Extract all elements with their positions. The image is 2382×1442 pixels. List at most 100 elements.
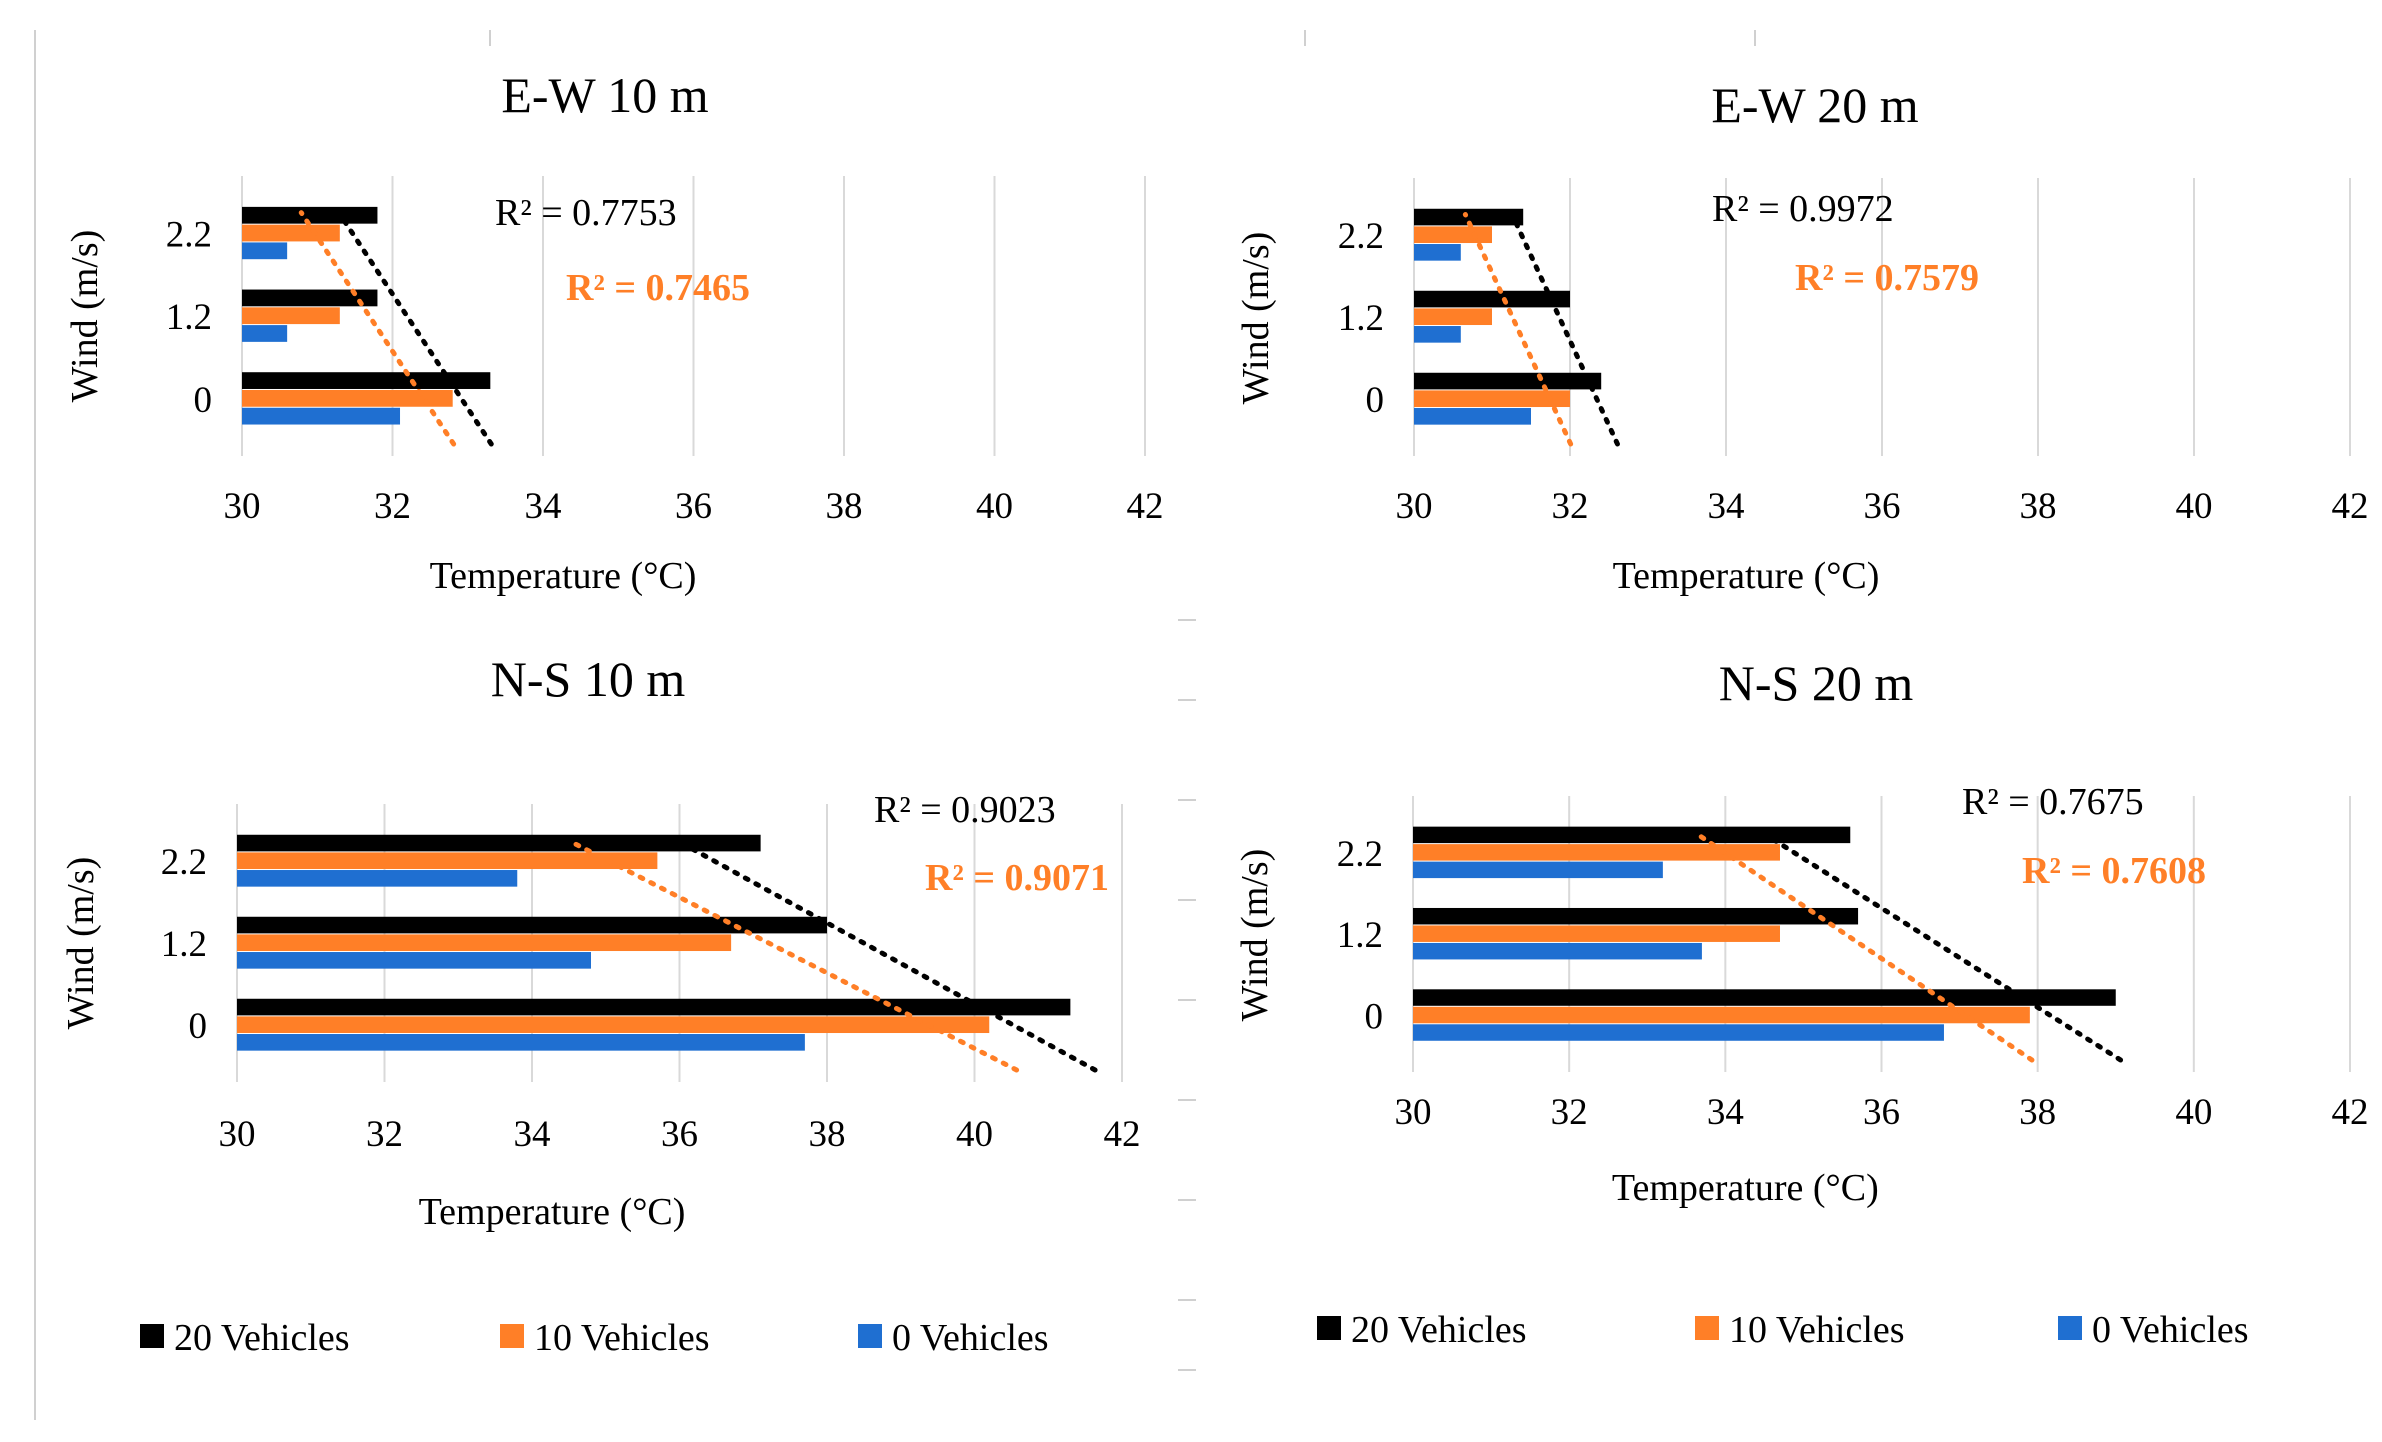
x-axis-label: Temperature (°C) (430, 555, 697, 597)
x-tick-label: 36 (675, 486, 712, 527)
bar-20-vehicles-wind-2-2 (237, 834, 761, 852)
x-tick-label: 40 (2175, 1092, 2212, 1133)
x-tick-label: 30 (1395, 1092, 1432, 1133)
r2-label-20-vehicles: R² = 0.7753 (495, 192, 677, 234)
x-axis-label: Temperature (°C) (1612, 1167, 1879, 1209)
legend-label-10-vehicles: 10 Vehicles (1729, 1309, 1905, 1351)
x-tick-label: 38 (809, 1114, 846, 1155)
x-axis-label: Temperature (°C) (419, 1191, 686, 1233)
bar-20-vehicles-wind-2-2 (1414, 208, 1524, 226)
y-axis-label: Wind (m/s) (1234, 849, 1276, 1022)
bar-10-vehicles-wind-0 (237, 1016, 990, 1034)
legend-label-0-vehicles: 0 Vehicles (2092, 1309, 2249, 1351)
legend-label-10-vehicles: 10 Vehicles (534, 1317, 710, 1359)
bar-0-vehicles-wind-2-2 (242, 242, 288, 260)
y-tick-label: 1.2 (166, 297, 212, 338)
bar-0-vehicles-wind-0 (237, 1034, 805, 1051)
x-tick-label: 30 (219, 1114, 256, 1155)
y-tick-label: 0 (194, 380, 213, 421)
y-axis-label: Wind (m/s) (60, 857, 102, 1030)
x-tick-label: 30 (224, 486, 261, 527)
x-tick-label: 34 (525, 486, 562, 527)
y-tick-label: 2.2 (1337, 834, 1383, 875)
x-tick-label: 32 (366, 1114, 403, 1155)
chart-panel-4: 0 1.2 2.2 R² = 0.7675 R² = 0.7608 30 32 34 36 38 4… (1234, 655, 2369, 1209)
bar-20-vehicles-wind-1-2 (242, 289, 378, 307)
x-tick-label: 34 (1707, 1092, 1744, 1133)
x-tick-label: 42 (2332, 1092, 2369, 1133)
legend-swatch-0-vehicles (858, 1324, 882, 1348)
r2-label-10-vehicles: R² = 0.7608 (2022, 850, 2206, 892)
y-tick-label: 1.2 (1338, 298, 1384, 339)
chart-panel-1: 0 1.2 2.2 R² = 0.7753 R² = 0.7465 30 32 34 36 38 4… (64, 67, 1164, 597)
bar-10-vehicles-wind-0 (1413, 1006, 2030, 1024)
legend-swatch-20-vehicles (1317, 1316, 1341, 1340)
legend-label-20-vehicles: 20 Vehicles (1351, 1309, 1527, 1351)
bar-0-vehicles-wind-1-2 (1414, 326, 1461, 343)
bar-0-vehicles-wind-1-2 (1413, 942, 1702, 960)
y-tick-label: 0 (1366, 380, 1385, 421)
r2-label-20-vehicles: R² = 0.9023 (874, 789, 1056, 831)
bar-0-vehicles-wind-0 (1413, 1024, 1944, 1041)
legend-swatch-20-vehicles (140, 1324, 164, 1348)
y-tick-label: 2.2 (161, 842, 207, 883)
trendline-10-vehicles (1692, 829, 2035, 1063)
bar-10-vehicles-wind-1-2 (237, 934, 732, 952)
bar-20-vehicles-wind-0 (237, 998, 1071, 1016)
x-tick-label: 36 (1864, 486, 1901, 527)
bar-10-vehicles-wind-2-2 (1413, 844, 1780, 861)
y-tick-label: 2.2 (1338, 216, 1384, 257)
trendline-20-vehicles (674, 838, 1098, 1073)
r2-label-10-vehicles: R² = 0.9071 (925, 857, 1109, 899)
x-axis-label: Temperature (°C) (1613, 555, 1880, 597)
chart-panel-2: 0 1.2 2.2 R² = 0.9972 R² = 0.7579 30 32 34 36 38 4… (1235, 77, 2369, 597)
bar-20-vehicles-wind-0 (242, 372, 491, 389)
bar-20-vehicles-wind-1-2 (237, 916, 827, 934)
x-tick-label: 42 (1127, 486, 1164, 527)
legend-label-0-vehicles: 0 Vehicles (892, 1317, 1049, 1359)
legend-swatch-0-vehicles (2058, 1316, 2082, 1340)
chart-title: N-S 10 m (491, 651, 686, 707)
chart-title: E-W 20 m (1711, 77, 1918, 133)
x-tick-label: 34 (514, 1114, 551, 1155)
y-axis-label: Wind (m/s) (64, 230, 106, 403)
x-tick-label: 40 (956, 1114, 993, 1155)
x-tick-label: 36 (661, 1114, 698, 1155)
x-tick-label: 30 (1396, 486, 1433, 527)
r2-label-10-vehicles: R² = 0.7579 (1795, 257, 1979, 299)
y-tick-label: 2.2 (166, 215, 212, 256)
bar-10-vehicles-wind-2-2 (237, 852, 658, 870)
y-tick-label: 0 (1365, 997, 1384, 1038)
x-tick-label: 42 (2332, 486, 2369, 527)
bar-0-vehicles-wind-2-2 (1413, 861, 1663, 879)
bar-0-vehicles-wind-0 (1414, 408, 1531, 425)
y-tick-label: 1.2 (1337, 915, 1383, 956)
legend-swatch-10-vehicles (1695, 1316, 1719, 1340)
bar-10-vehicles-wind-2-2 (242, 224, 340, 242)
panel-dividers (34, 30, 1756, 1420)
bar-10-vehicles-wind-1-2 (1413, 925, 1780, 942)
bar-10-vehicles-wind-0 (242, 389, 453, 407)
bar-0-vehicles-wind-1-2 (237, 952, 591, 969)
r2-label-20-vehicles: R² = 0.9972 (1712, 188, 1894, 230)
x-tick-label: 32 (374, 486, 411, 527)
bar-20-vehicles-wind-1-2 (1413, 907, 1859, 925)
bar-20-vehicles-wind-1-2 (1414, 290, 1570, 308)
r2-label-20-vehicles: R² = 0.7675 (1962, 781, 2144, 823)
trendline-20-vehicles (336, 210, 494, 447)
y-axis-label: Wind (m/s) (1235, 232, 1277, 405)
legend-swatch-10-vehicles (500, 1324, 524, 1348)
trendline-20-vehicles (1759, 829, 2124, 1063)
bar-10-vehicles-wind-1-2 (242, 307, 340, 325)
bar-0-vehicles-wind-2-2 (1414, 244, 1461, 261)
bar-20-vehicles-wind-0 (1414, 372, 1602, 390)
chart-panel-3: 0 1.2 2.2 R² = 0.9023 R² = 0.9071 30 32 34 36 38 4… (60, 651, 1141, 1233)
x-tick-label: 38 (2020, 486, 2057, 527)
x-tick-label: 38 (826, 486, 863, 527)
legend: 20 Vehicles 10 Vehicles 0 Vehicles (140, 1317, 1049, 1359)
bar-10-vehicles-wind-2-2 (1414, 226, 1492, 244)
x-tick-label: 40 (976, 486, 1013, 527)
y-tick-label: 1.2 (161, 924, 207, 965)
x-tick-label: 42 (1104, 1114, 1141, 1155)
